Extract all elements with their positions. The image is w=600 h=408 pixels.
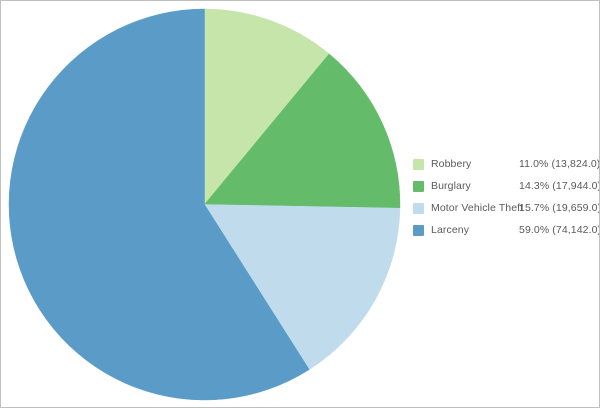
pie-chart-svg xyxy=(8,8,401,401)
legend-label: Motor Vehicle Theft xyxy=(431,202,524,214)
pie-chart-plot-area xyxy=(1,1,409,407)
chart-legend: Robbery 11.0% (13,824.0) Burglary 14.3% … xyxy=(413,153,600,241)
legend-swatch-icon xyxy=(413,224,424,236)
legend-swatch-icon xyxy=(413,158,424,170)
legend-label: Robbery xyxy=(431,158,472,170)
legend-item-motor-vehicle-theft[interactable]: Motor Vehicle Theft 15.7% (19,659.0) xyxy=(413,197,600,219)
pie-slice-group xyxy=(8,8,401,401)
legend-swatch-icon xyxy=(413,202,424,214)
legend-item-robbery[interactable]: Robbery 11.0% (13,824.0) xyxy=(413,153,600,175)
legend-label: Larceny xyxy=(431,224,470,236)
pie-slice-robbery[interactable] xyxy=(204,8,330,206)
legend-value: 59.0% (74,142.0) xyxy=(519,224,600,236)
legend-item-burglary[interactable]: Burglary 14.3% (17,944.0) xyxy=(413,175,600,197)
legend-value: 14.3% (17,944.0) xyxy=(519,180,600,192)
legend-item-larceny[interactable]: Larceny 59.0% (74,142.0) xyxy=(413,219,600,241)
pie-slice-burglary[interactable] xyxy=(203,53,401,209)
legend-swatch-icon xyxy=(413,180,424,192)
legend-value: 11.0% (13,824.0) xyxy=(519,158,600,170)
legend-label: Burglary xyxy=(431,180,471,192)
pie-slice-motor-vehicle-theft[interactable] xyxy=(204,204,401,370)
pie-slice-larceny[interactable] xyxy=(8,8,310,401)
legend-value: 15.7% (19,659.0) xyxy=(519,202,600,214)
